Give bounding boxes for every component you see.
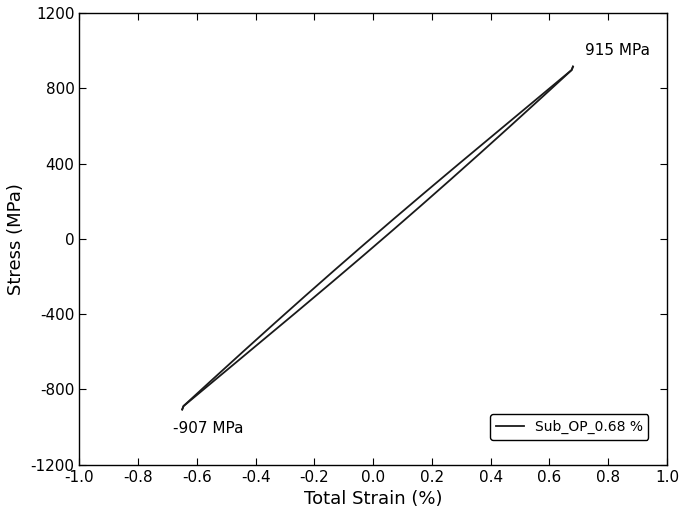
Text: 915 MPa: 915 MPa bbox=[584, 43, 650, 58]
X-axis label: Total Strain (%): Total Strain (%) bbox=[304, 490, 442, 508]
Y-axis label: Stress (MPa): Stress (MPa) bbox=[7, 183, 25, 295]
Legend: Sub_OP_0.68 %: Sub_OP_0.68 % bbox=[490, 415, 648, 440]
Text: -907 MPa: -907 MPa bbox=[174, 421, 244, 436]
